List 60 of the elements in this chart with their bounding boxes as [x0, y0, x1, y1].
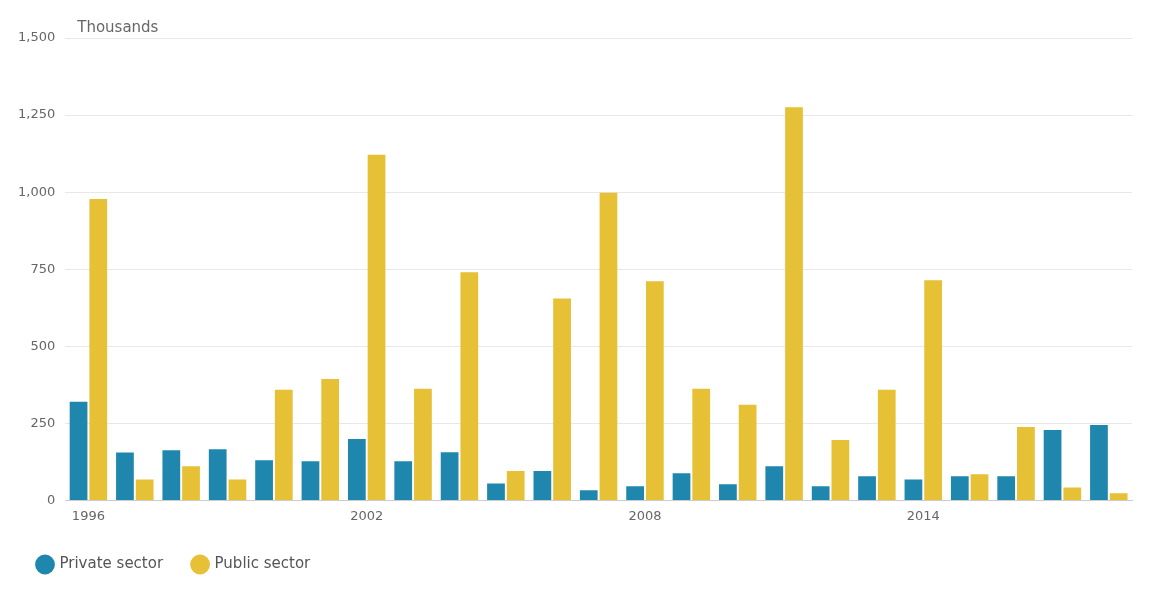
bar — [116, 452, 134, 500]
bar — [301, 461, 320, 500]
bar — [274, 389, 293, 500]
bar — [162, 450, 181, 500]
bar — [506, 471, 525, 500]
bar — [533, 471, 552, 500]
bar — [811, 486, 830, 500]
bar — [347, 439, 366, 500]
bar — [321, 378, 340, 500]
y-tick-label: 1,000 — [18, 183, 56, 199]
bar — [1043, 430, 1062, 500]
bar — [1090, 424, 1108, 500]
x-tick-label: 2014 — [906, 507, 940, 523]
bar — [997, 476, 1016, 500]
y-tick-label: 750 — [30, 260, 56, 276]
bar — [738, 404, 757, 500]
y-tick-label: 250 — [30, 414, 56, 430]
y-tick-label: 0 — [46, 491, 56, 507]
bar — [765, 466, 784, 500]
bar — [950, 476, 969, 500]
bar — [1109, 493, 1128, 500]
bar — [858, 476, 876, 500]
bar — [208, 449, 227, 500]
legend-label: Private sector — [59, 554, 164, 573]
bar — [719, 484, 737, 500]
bar — [440, 452, 459, 500]
bar — [135, 479, 154, 500]
x-tick-label: 1996 — [71, 507, 105, 523]
x-tick-label: 2002 — [350, 507, 384, 523]
bar — [367, 154, 386, 500]
bar — [414, 388, 432, 500]
bar — [69, 401, 88, 500]
bar — [626, 486, 644, 500]
bar — [1017, 427, 1035, 500]
bar — [924, 280, 943, 500]
x-tick-label: 2008 — [628, 507, 662, 523]
bar — [599, 192, 618, 500]
bar — [460, 272, 479, 500]
bar — [579, 490, 598, 500]
bar — [394, 461, 413, 500]
y-axis-title: Thousands — [76, 17, 159, 36]
bar — [877, 389, 896, 500]
bar — [1063, 487, 1082, 500]
y-tick-label: 1,250 — [18, 106, 56, 122]
legend-label: Public sector — [214, 554, 312, 573]
bar — [255, 460, 273, 500]
bar — [672, 473, 691, 500]
bar — [970, 474, 989, 500]
bar — [692, 388, 711, 500]
bar — [785, 107, 803, 500]
y-tick-label: 500 — [30, 337, 56, 353]
bar — [89, 198, 108, 500]
bar — [831, 439, 850, 500]
bar — [553, 298, 571, 500]
bar — [182, 466, 200, 500]
bar — [487, 483, 505, 500]
bar — [645, 281, 664, 500]
y-tick-label: 1,500 — [18, 29, 56, 45]
bar — [228, 479, 247, 500]
bar — [904, 479, 923, 500]
